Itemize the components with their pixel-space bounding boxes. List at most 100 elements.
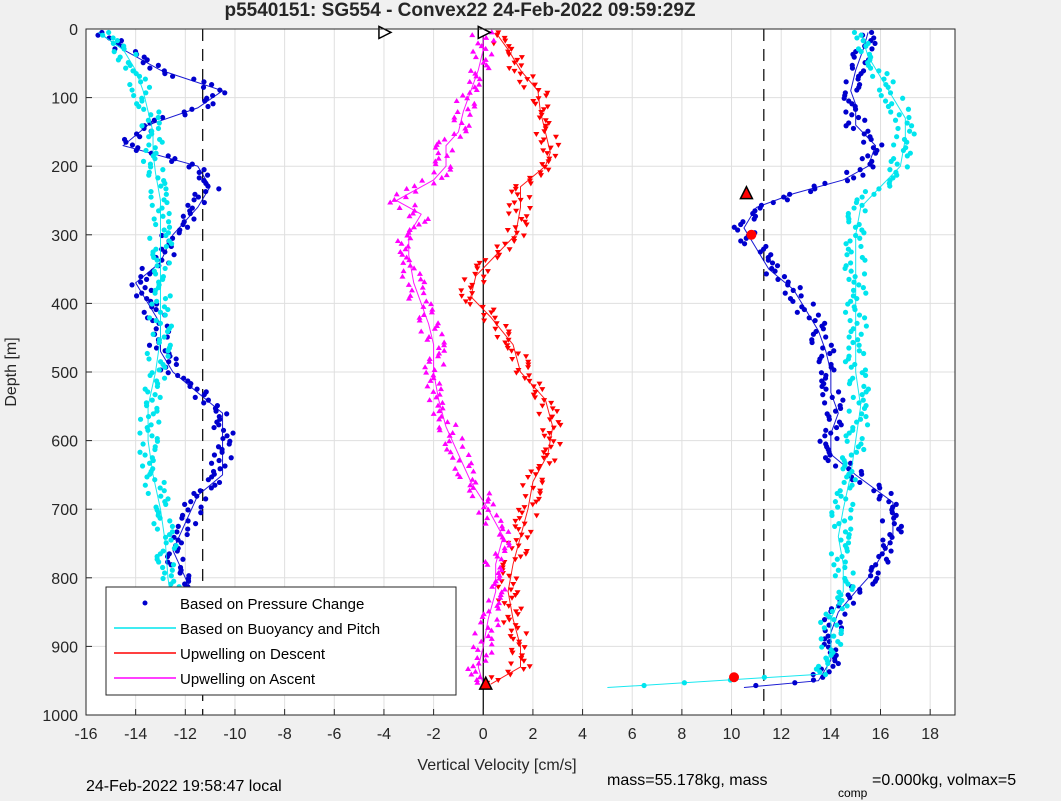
pressure-change-point <box>861 131 867 137</box>
descent-upwelling-point <box>515 351 522 357</box>
ascent-upwelling-point <box>467 67 474 73</box>
ascent-upwelling-point <box>458 119 465 125</box>
pressure-change-point <box>851 54 857 60</box>
ascent-upwelling-point <box>441 339 448 345</box>
x-tick-label: 14 <box>822 726 840 743</box>
descent-upwelling-point <box>546 436 553 442</box>
buoyancy-pitch-point <box>856 348 862 354</box>
buoyancy-pitch-point <box>832 573 838 579</box>
buoyancy-pitch-point <box>850 501 856 507</box>
pressure-change-point <box>202 98 208 104</box>
pressure-change-point <box>174 529 180 535</box>
buoyancy-pitch-point <box>131 92 137 99</box>
descent-upwelling-point <box>539 387 546 393</box>
ascent-upwelling-point <box>482 520 489 526</box>
buoyancy-pitch-point <box>845 581 851 587</box>
buoyancy-pitch-point <box>110 40 116 47</box>
ascent-upwelling-point <box>419 284 426 290</box>
pressure-change-point <box>784 197 790 203</box>
ascent-upwelling-point <box>431 169 438 175</box>
descent-upwelling-point <box>526 175 533 181</box>
ascent-upwelling-point <box>488 649 495 655</box>
pressure-change-point <box>224 411 230 417</box>
pressure-change-point <box>203 188 209 195</box>
buoyancy-pitch-point <box>162 364 168 370</box>
descent-upwelling-point <box>504 343 511 349</box>
buoyancy-pitch-point <box>149 301 155 307</box>
pressure-change-point <box>215 444 222 450</box>
buoyancy-pitch-point <box>857 416 864 422</box>
descent-upwelling-point <box>540 450 547 456</box>
buoyancy-pitch-point <box>831 617 837 623</box>
buoyancy-pitch-point <box>908 123 915 129</box>
pressure-change-point <box>818 370 825 376</box>
pressure-change-point <box>212 482 218 488</box>
buoyancy-pitch-point <box>156 208 162 214</box>
pressure-change-point <box>147 65 153 71</box>
pressure-change-point <box>171 252 177 258</box>
buoyancy-pitch-point <box>894 172 900 178</box>
buoyancy-pitch-point <box>154 298 160 304</box>
pressure-change-point <box>835 660 841 667</box>
ascent-upwelling-point <box>486 490 493 496</box>
buoyancy-pitch-point <box>860 38 866 44</box>
pressure-change-point <box>196 169 202 175</box>
pressure-change-point <box>192 191 198 197</box>
ascent-upwelling-point <box>407 262 414 268</box>
buoyancy-pitch-point <box>878 92 884 99</box>
ascent-upwelling-point <box>452 465 459 471</box>
pressure-change-point <box>850 125 857 132</box>
descent-upwelling-point <box>523 631 530 637</box>
descent-upwelling-point <box>506 573 513 579</box>
pressure-change-point <box>144 295 150 302</box>
descent-upwelling-point <box>550 439 557 445</box>
pressure-change-point <box>854 87 860 93</box>
descent-upwelling-point <box>494 244 501 250</box>
ascent-upwelling-point <box>416 317 423 323</box>
descent-upwelling-point <box>540 137 547 143</box>
buoyancy-pitch-point <box>894 134 900 140</box>
descent-upwelling-point <box>508 595 515 601</box>
ascent-upwelling-point <box>459 435 466 441</box>
pressure-change-point <box>179 515 185 521</box>
buoyancy-pitch-point <box>157 394 163 400</box>
descent-upwelling-point <box>539 480 546 486</box>
pressure-change-point <box>185 518 191 524</box>
ascent-upwelling-point <box>465 666 472 672</box>
ascent-upwelling-point <box>469 32 476 38</box>
buoyancy-pitch-point <box>861 446 867 453</box>
pressure-change-point <box>868 29 875 36</box>
buoyancy-pitch-point <box>887 90 894 96</box>
ascent-upwelling-point <box>485 633 492 639</box>
buoyancy-pitch-point <box>888 109 894 115</box>
buoyancy-pitch-point <box>157 320 164 326</box>
ascent-upwelling-point <box>435 139 442 145</box>
descent-upwelling-point <box>547 444 554 450</box>
buoyancy-pitch-point <box>834 622 840 628</box>
ascent-upwelling-point <box>431 366 438 372</box>
ascent-upwelling-point <box>473 677 480 683</box>
buoyancy-pitch-point <box>153 221 159 228</box>
descent-upwelling-point <box>544 90 551 96</box>
buoyancy-pitch-point <box>847 238 853 244</box>
descent-upwelling-point <box>524 474 531 480</box>
ascent-upwelling-point <box>404 232 411 238</box>
buoyancy-pitch-point <box>904 120 910 126</box>
ascent-upwelling-point <box>478 43 485 49</box>
descent-upwelling-point <box>508 189 515 195</box>
buoyancy-pitch-point <box>861 315 868 321</box>
buoyancy-pitch-point <box>858 331 864 337</box>
pressure-change-point <box>123 139 129 145</box>
ascent-upwelling-point <box>476 81 483 87</box>
buoyancy-pitch-point <box>147 372 153 379</box>
ascent-upwelling-point <box>465 462 472 468</box>
pressure-change-point <box>872 40 878 47</box>
descent-upwelling-point <box>526 664 533 670</box>
pressure-change-point <box>220 435 226 442</box>
pressure-change-point <box>832 408 839 414</box>
descent-upwelling-point <box>502 241 509 247</box>
buoyancy-pitch-point <box>166 260 172 266</box>
ascent-upwelling-point <box>435 402 442 408</box>
pressure-change-point <box>220 427 227 433</box>
descent-upwelling-point <box>516 639 523 645</box>
